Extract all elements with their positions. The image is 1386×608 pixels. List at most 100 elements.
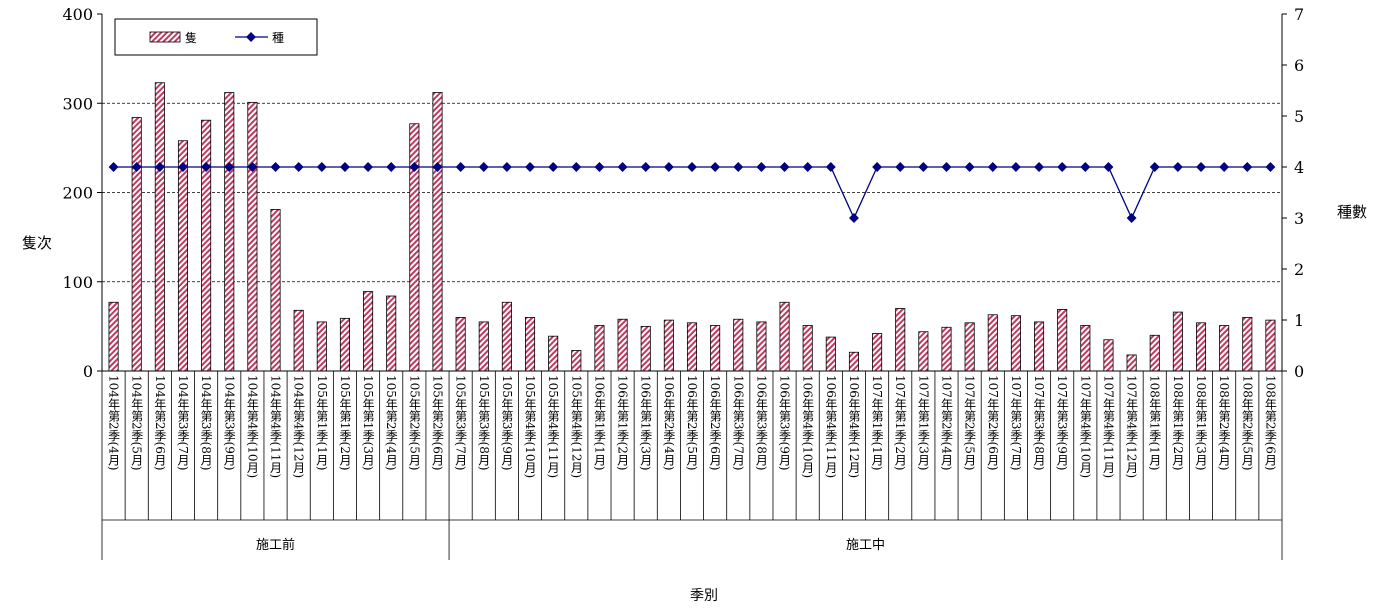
bar — [1057, 309, 1068, 372]
x-tick-label: 106年第4季(12月) — [847, 375, 861, 478]
line-point — [154, 162, 165, 172]
x-tick-label: 105年第2季(5月) — [407, 375, 421, 471]
line-point — [849, 213, 859, 223]
bar — [339, 317, 350, 372]
line-point — [594, 162, 605, 172]
x-tick-label: 106年第1季(1月) — [592, 375, 606, 471]
x-tick-label: 104年第4季(11月) — [269, 375, 283, 478]
y2-tick-label: 6 — [1294, 56, 1304, 75]
bar — [177, 140, 189, 372]
x-tick-label: 107年第4季(12月) — [1125, 375, 1139, 478]
line-point — [409, 162, 420, 172]
bar — [293, 309, 304, 372]
line-point — [525, 162, 535, 172]
line-point — [872, 162, 883, 172]
line-point — [386, 162, 397, 172]
x-tick-label: 106年第2季(6月) — [708, 375, 722, 471]
legend: 隻 種 — [114, 18, 318, 56]
x-tick-label: 104年第4季(10月) — [245, 375, 259, 478]
x-tick-label: 108年第2季(5月) — [1240, 375, 1254, 471]
line-point — [432, 162, 443, 172]
x-tick-label: 107年第1季(1月) — [870, 375, 884, 471]
y-tick-label: 300 — [62, 94, 93, 113]
bar — [617, 318, 628, 372]
line-point — [363, 162, 374, 172]
x-tick-label: 108年第2季(6月) — [1263, 375, 1277, 471]
line-point — [779, 162, 790, 172]
group-label: 施工中 — [846, 538, 885, 553]
x-tick-label: 108年第1季(1月) — [1148, 375, 1162, 471]
line-point — [687, 162, 697, 172]
line-point — [756, 162, 767, 172]
x-tick-label: 106年第3季(7月) — [731, 375, 745, 471]
x-tick-label: 107年第1季(2月) — [893, 375, 907, 471]
line-point — [501, 162, 512, 172]
x-tick-label: 105年第3季(9月) — [500, 375, 514, 471]
x-tick-label: 107年第3季(7月) — [1009, 375, 1023, 471]
line-point — [1103, 162, 1114, 172]
line-point — [1149, 162, 1160, 172]
line-point — [571, 162, 582, 172]
bar — [1149, 334, 1160, 372]
bar — [825, 336, 836, 372]
bar — [895, 308, 906, 372]
bar — [247, 101, 258, 372]
line-point — [987, 162, 998, 172]
bar — [1010, 315, 1021, 372]
bar — [1080, 325, 1091, 372]
x-tick-label: 105年第2季(6月) — [430, 375, 444, 471]
x-tick-label: 108年第2季(4月) — [1217, 375, 1231, 471]
y2-tick-label: 0 — [1294, 362, 1304, 381]
y-tick-label: 200 — [62, 184, 93, 203]
bar — [224, 92, 235, 372]
bar — [571, 350, 582, 372]
line-point — [1172, 162, 1183, 172]
x-tick-label: 105年第3季(7月) — [454, 375, 468, 471]
line-point — [663, 162, 674, 172]
gridlines — [102, 102, 1282, 283]
bar — [1172, 311, 1183, 372]
bar — [733, 318, 744, 372]
line-point — [1196, 162, 1206, 172]
line-point — [1034, 162, 1045, 172]
line-point — [1057, 162, 1068, 172]
x-tick-label: 107年第4季(10月) — [1078, 375, 1092, 478]
line-point — [710, 162, 721, 172]
line-point — [1126, 213, 1137, 223]
x-tick-labels: 104年第2季(4月) 104年第2季(5月) 104年第2季(6月) 104年第3季… — [101, 371, 1283, 520]
x-axis-title: 季別 — [690, 588, 718, 604]
bar — [270, 209, 281, 372]
bar — [594, 325, 605, 372]
line-point — [108, 162, 119, 172]
bar — [941, 326, 952, 372]
x-tick-label: 106年第3季(9月) — [778, 375, 792, 471]
legend-line-label: 種 — [272, 31, 284, 45]
bar — [663, 319, 674, 372]
x-tick-label: 107年第2季(6月) — [986, 375, 1000, 471]
x-tick-label: 104年第3季(7月) — [176, 375, 190, 471]
y2-tick-label: 4 — [1294, 158, 1304, 177]
x-tick-label: 107年第3季(8月) — [1032, 375, 1046, 471]
bar — [987, 314, 998, 372]
bar — [1126, 354, 1137, 372]
bar — [548, 335, 559, 372]
bar — [478, 321, 489, 372]
bar — [710, 325, 721, 372]
bar — [686, 322, 698, 372]
bar — [432, 92, 443, 372]
line-point — [293, 162, 304, 172]
line-point — [224, 162, 235, 172]
legend-box — [114, 18, 318, 56]
x-tick-label: 105年第4季(12月) — [569, 375, 583, 478]
y-tick-label: 0 — [83, 362, 93, 381]
bar — [1265, 319, 1276, 372]
line-point — [941, 162, 952, 172]
bar — [501, 301, 512, 372]
axes: 0 100 200 300 400 0 1 2 3 4 5 6 7 — [62, 5, 1304, 381]
line-series — [108, 162, 1276, 223]
bar — [1219, 325, 1230, 372]
line-point — [339, 162, 350, 172]
bar — [1103, 339, 1114, 372]
x-tick-label: 105年第1季(3月) — [361, 375, 375, 471]
x-tick-label: 107年第4季(11月) — [1101, 375, 1115, 478]
